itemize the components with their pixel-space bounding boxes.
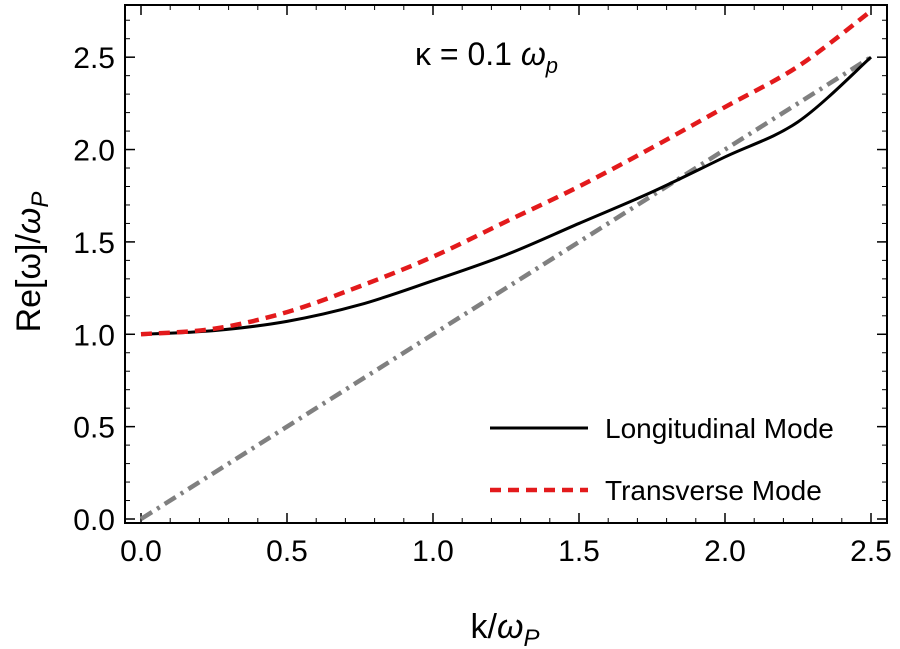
axis-ticks: 0.0 0.5 1.0 1.5 2.0 2.5 0.0 0.5 1.0 1.5 2.0 2.5 — [73, 5, 892, 568]
x-tick-label: 2.0 — [704, 535, 746, 568]
x-tick-label: 0.5 — [266, 535, 308, 568]
series-transverse-line — [140, 9, 873, 337]
y-axis-label: Re[ω]/ωP — [10, 192, 54, 333]
annotation: κ = 0.1 ωp — [415, 36, 558, 78]
x-tick-label: 1.0 — [412, 535, 454, 568]
x-tick-label: 0.0 — [120, 535, 162, 568]
y-tick-label: 1.0 — [73, 319, 115, 352]
legend: Longitudinal Mode Transverse Mode — [490, 413, 834, 506]
y-tick-label: 1.5 — [73, 227, 115, 260]
x-tick-label: 2.5 — [850, 535, 892, 568]
annotation-subscript: p — [545, 53, 558, 78]
plot-frame — [124, 4, 888, 524]
y-tick-label: 2.0 — [73, 135, 115, 168]
x-axis-label: k/ωP — [471, 608, 540, 649]
legend-label-longitudinal: Longitudinal Mode — [605, 413, 834, 444]
y-tick-label: 2.5 — [73, 42, 115, 75]
y-tick-label: 0.0 — [73, 504, 115, 537]
x-tick-label: 1.5 — [558, 535, 600, 568]
series-layer — [139, 9, 873, 521]
legend-label-transverse: Transverse Mode — [605, 475, 822, 506]
annotation-prefix: κ = 0.1 — [415, 36, 521, 72]
series-longitudinal-line — [140, 56, 872, 336]
series-reference-line — [139, 55, 873, 521]
y-tick-label: 0.5 — [73, 412, 115, 445]
annotation-symbol: ω — [521, 36, 546, 72]
